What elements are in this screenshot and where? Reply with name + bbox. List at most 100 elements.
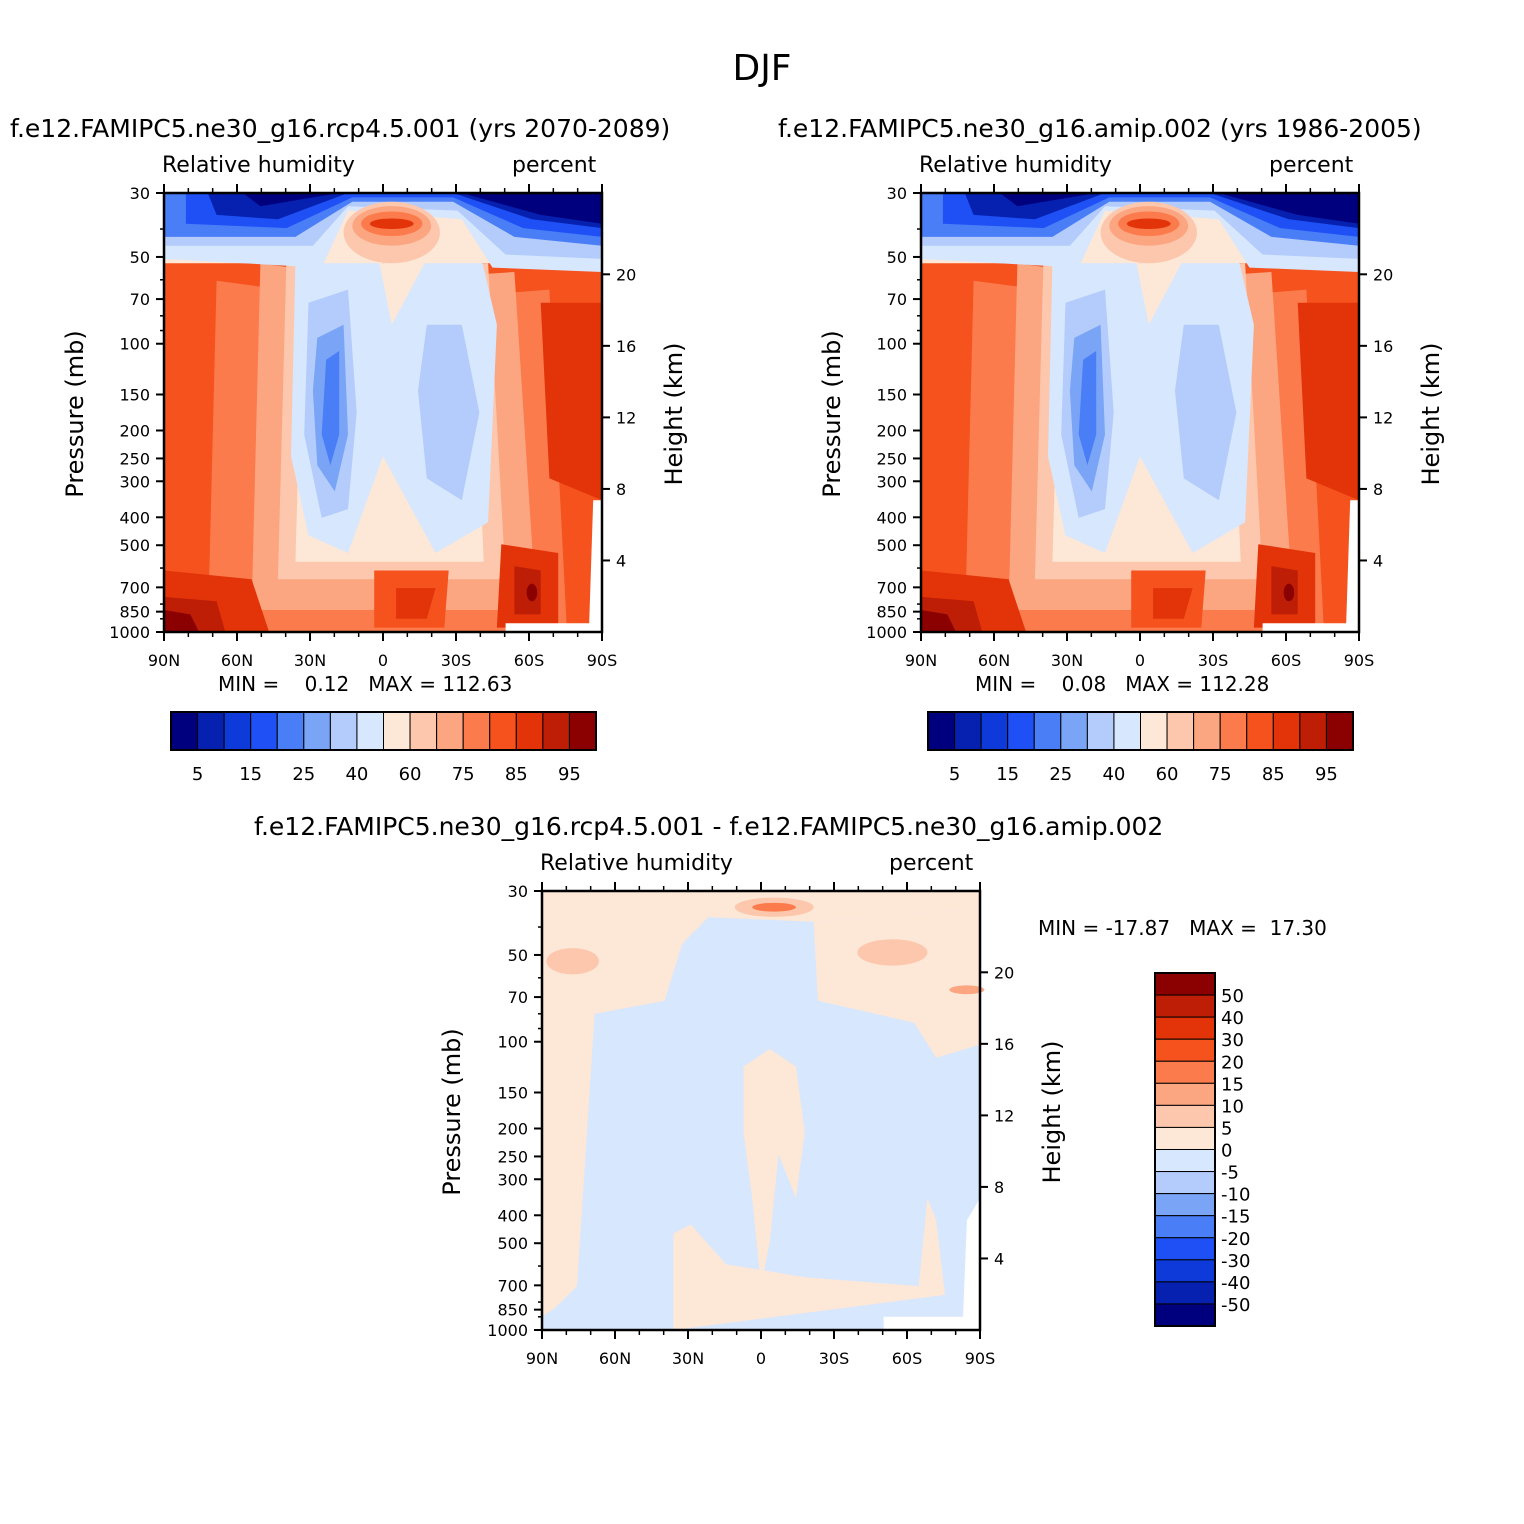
panel-diff-variable: Relative humidity: [540, 851, 733, 876]
amip-cb-box: [1166, 711, 1195, 751]
rcp45-cb-frame: [170, 711, 597, 751]
diff-ytick-label: 100: [497, 1033, 528, 1052]
amip-np-3: [921, 610, 956, 632]
diff-cb-box: [1154, 1126, 1216, 1150]
diff-htick-label: 16: [994, 1035, 1014, 1054]
diff-nh-pos: [542, 891, 709, 1317]
diff-xtick-label: 30N: [672, 1349, 704, 1368]
amip-htick-label: 12: [1373, 408, 1393, 427]
diff-missing-1: [883, 1316, 980, 1330]
rcp45-cb-label: 60: [399, 764, 422, 785]
amip-cb-box: [1007, 711, 1035, 751]
rcp45-eq-low-2: [396, 588, 436, 619]
rcp45-trop-4: [369, 218, 414, 229]
diff-htick-label: 8: [994, 1178, 1004, 1197]
amip-ytick-label: 1000: [866, 623, 907, 642]
amip-htick-label: 4: [1373, 551, 1383, 570]
amip-htick-label: 16: [1373, 337, 1393, 356]
amip-se-col: [1297, 302, 1359, 501]
diff-xtick-label: 30S: [819, 1349, 850, 1368]
rcp45-ytick-label: 500: [119, 536, 150, 555]
amip-blue-3: [1175, 324, 1237, 501]
rcp45-cb-box: [436, 711, 464, 751]
rcp45-xtick-label: 30S: [441, 651, 472, 670]
amip-cb-box: [1113, 711, 1141, 751]
amip-cb-box: [1140, 711, 1168, 751]
diff-ytick-label: 30: [508, 882, 528, 901]
diff-ytick-label: 400: [497, 1206, 528, 1225]
diff-cb-label: 10: [1221, 1096, 1244, 1117]
panel-diff-units: percent: [889, 851, 974, 876]
rcp45-ytick-label: 300: [119, 472, 150, 491]
rcp45-htick-label: 20: [616, 265, 636, 284]
rcp45-se-col: [540, 302, 602, 501]
amip-trop-4: [1126, 218, 1171, 229]
diff-sh-upper-1: [857, 939, 928, 966]
amip-cb-label: 60: [1156, 764, 1179, 785]
diff-cb-label: -40: [1221, 1273, 1250, 1294]
diff-cb-label: -50: [1221, 1295, 1250, 1316]
diff-cb-box: [1154, 1171, 1216, 1195]
panel-amip-title: f.e12.FAMIPC5.ne30_g16.amip.002 (yrs 198…: [778, 114, 1422, 143]
diff-sh-upper-2: [949, 985, 985, 995]
amip-cb-box: [1246, 711, 1274, 751]
amip-xtick-label: 0: [1135, 651, 1145, 670]
diff-cb-box: [1154, 972, 1216, 996]
rcp45-blue-3: [418, 324, 480, 501]
panel-diff-ylabel: Pressure (mb): [438, 1028, 466, 1196]
amip-cb-label: 5: [949, 764, 960, 785]
diff-low-pos: [673, 1198, 945, 1330]
diff-ytick-label: 700: [497, 1276, 528, 1295]
rcp45-xtick-label: 0: [378, 651, 388, 670]
rcp45-cb-label: 15: [239, 764, 262, 785]
amip-cb-box: [1299, 711, 1327, 751]
amip-ytick-label: 70: [887, 290, 907, 309]
amip-xtick-label: 30N: [1051, 651, 1083, 670]
panel-rcp45-title: f.e12.FAMIPC5.ne30_g16.rcp4.5.001 (yrs 2…: [10, 114, 671, 143]
rcp45-xtick-label: 30N: [294, 651, 326, 670]
rcp45-cb-label: 40: [345, 764, 368, 785]
rcp45-htick-label: 8: [616, 480, 626, 499]
diff-cb-box: [1154, 1237, 1216, 1261]
diff-cb-box: [1154, 1149, 1216, 1173]
panel-rcp45-ylabel: Pressure (mb): [61, 330, 89, 498]
rcp45-cb-box: [329, 711, 358, 751]
rcp45-cb-label: 95: [558, 764, 581, 785]
rcp45-cb-box: [383, 711, 411, 751]
diff-cb-label: -5: [1221, 1163, 1239, 1184]
rcp45-cb-label: 85: [505, 764, 528, 785]
panel-rcp45-ylabel-right: Height (km): [660, 342, 688, 486]
diff-xtick-label: 0: [756, 1349, 766, 1368]
rcp45-sp-3: [526, 583, 538, 602]
amip-cb-box: [1272, 711, 1301, 751]
diff-cb-label: 40: [1221, 1008, 1244, 1029]
amip-cb-box: [1060, 711, 1088, 751]
diff-cb-box: [1154, 1215, 1216, 1239]
diff-cb-label: -10: [1221, 1185, 1250, 1206]
rcp45-ytick-label: 1000: [109, 623, 150, 642]
panel-amip-ylabel-right: Height (km): [1417, 342, 1445, 486]
panel-rcp45-units: percent: [512, 153, 597, 178]
rcp45-cb-box: [489, 711, 517, 751]
diff-cb-label: -20: [1221, 1229, 1250, 1250]
diff-cb-box: [1154, 1060, 1216, 1084]
diff-xtick-label: 60S: [892, 1349, 923, 1368]
amip-blue-5: [1078, 351, 1097, 466]
rcp45-ytick-label: 200: [119, 422, 150, 441]
rcp45-cb-box: [303, 711, 331, 751]
amip-missing-2: [1345, 500, 1359, 632]
diff-ytick-label: 850: [497, 1301, 528, 1320]
rcp45-cb-label: 25: [292, 764, 315, 785]
amip-field: [921, 193, 1359, 632]
amip-sp-3: [1283, 583, 1295, 602]
amip-cb-box: [1086, 711, 1115, 751]
rcp45-cb-box: [515, 711, 544, 751]
amip-cb-box: [927, 711, 956, 751]
amip-cb-label: 85: [1262, 764, 1285, 785]
diff-cb-box: [1154, 1082, 1216, 1106]
amip-htick-label: 20: [1373, 265, 1393, 284]
amip-strat-6: [999, 193, 1359, 224]
diff-sh-upper: [813, 908, 980, 1058]
diff-cb-box: [1154, 1281, 1216, 1305]
